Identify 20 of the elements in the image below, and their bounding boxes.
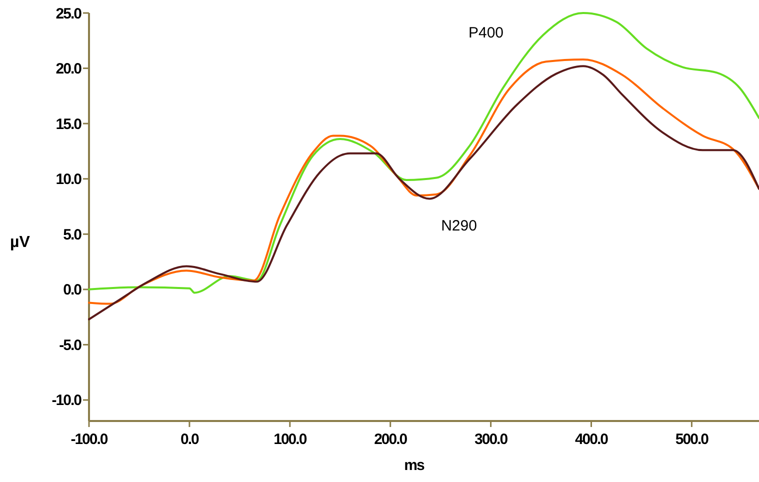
- y-tick-label: 15.0: [56, 116, 82, 133]
- x-tick-label: -100.0: [70, 431, 108, 448]
- y-tick-label: -5.0: [59, 336, 82, 354]
- x-tick-label: 0.0: [180, 431, 200, 448]
- y-tick-label: 5.0: [63, 226, 82, 244]
- x-axis-title: ms: [404, 457, 424, 474]
- annotation: P400: [468, 24, 504, 42]
- line-series: [88, 12, 759, 294]
- y-tick-label: 10.0: [56, 171, 82, 188]
- y-tick-label: 25.0: [56, 5, 82, 22]
- y-tick-label: 20.0: [56, 60, 82, 78]
- x-tick-label: 100.0: [274, 431, 307, 448]
- x-tick-label: 500.0: [675, 431, 709, 448]
- annotation: N290: [441, 217, 477, 234]
- x-tick-label: 300.0: [474, 431, 508, 448]
- y-tick-label: -10.0: [52, 392, 82, 410]
- y-tick-label: 0.0: [63, 282, 82, 299]
- y-axis-title: µV: [10, 234, 30, 251]
- x-tick-label: 400.0: [574, 431, 608, 448]
- x-tick-label: 200.0: [374, 431, 408, 448]
